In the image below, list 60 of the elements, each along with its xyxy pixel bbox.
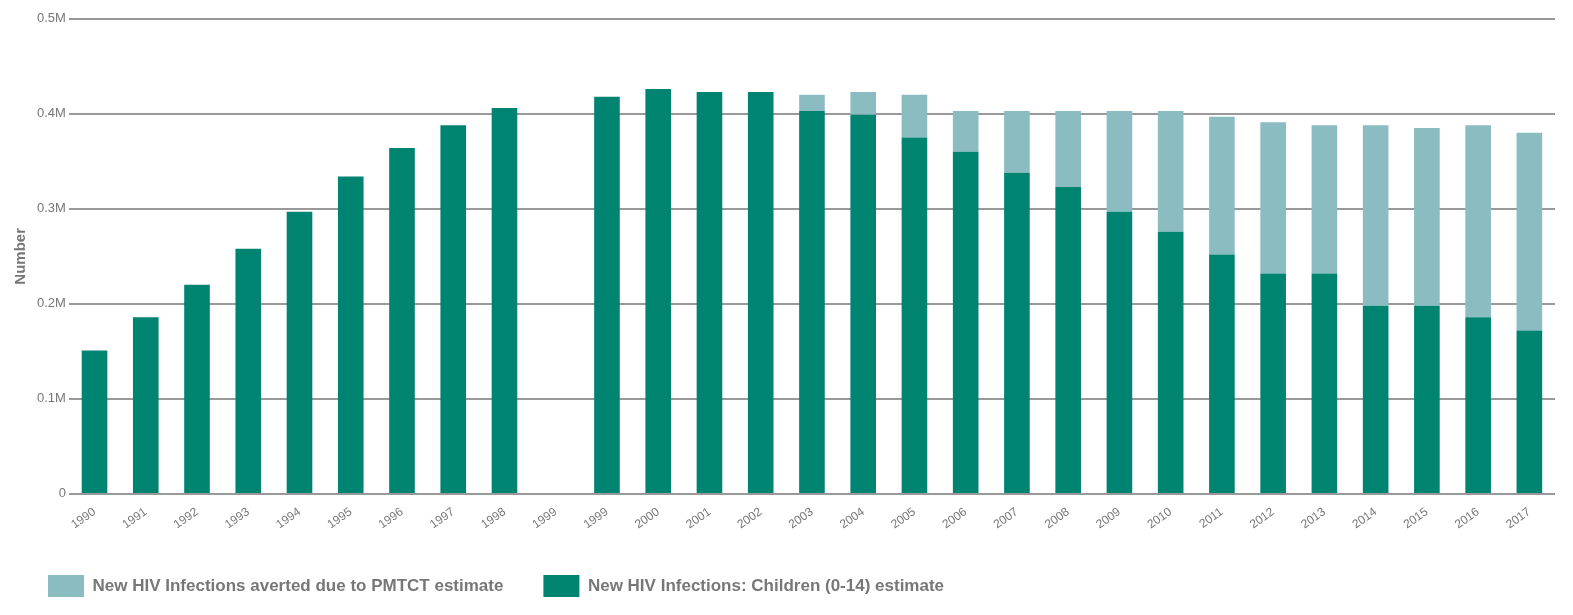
bar (1465, 125, 1491, 318)
bar (337, 176, 364, 493)
bar (799, 110, 825, 493)
bar (491, 108, 518, 493)
bar (1516, 330, 1543, 493)
bar (696, 91, 723, 493)
bar (1157, 231, 1184, 493)
bar (594, 96, 620, 493)
bar (1362, 305, 1389, 493)
bar (1055, 186, 1081, 493)
bar (1311, 273, 1338, 493)
legend-label: New HIV Infections averted due to PMTCT estimate (92, 575, 504, 595)
bar (1004, 110, 1030, 173)
bar (1260, 122, 1286, 274)
x-tick-label: 2001 (683, 504, 714, 532)
bar (81, 350, 108, 493)
y-tick-label: 0 (58, 485, 66, 501)
x-tick-label: 2009 (1093, 504, 1124, 532)
bar (901, 94, 928, 138)
y-axis-title: Number (11, 227, 29, 285)
bar (1260, 273, 1286, 493)
bar (850, 114, 877, 493)
bar (799, 94, 825, 111)
bar (1209, 116, 1235, 255)
bar (235, 248, 262, 493)
bar (440, 125, 467, 493)
y-tick-label: 0.3M (36, 200, 66, 216)
bar (850, 91, 877, 115)
legend-label: New HIV Infections: Children (0-14) estimate (587, 575, 945, 595)
bar (1004, 172, 1030, 493)
y-tick-label: 0.5M (36, 10, 66, 26)
bar (1055, 110, 1081, 187)
x-tick-label: 1999 (529, 504, 560, 532)
bar (1362, 125, 1389, 306)
x-tick-label: 1996 (375, 504, 406, 532)
bar (747, 91, 774, 493)
bar (1157, 110, 1184, 232)
bar (1414, 305, 1440, 493)
bar (1465, 317, 1491, 493)
bar (1311, 125, 1338, 274)
y-tick-label: 0.1M (36, 390, 66, 406)
bar (1414, 128, 1440, 306)
bar (901, 137, 928, 493)
bar (286, 211, 313, 493)
bar (1209, 254, 1235, 493)
y-tick-label: 0.2M (36, 295, 66, 311)
x-tick-label: 1990 (68, 504, 99, 532)
bar (645, 89, 672, 493)
bar (952, 151, 979, 493)
bar (389, 148, 415, 493)
bar (1106, 211, 1133, 493)
x-tick-label: 2011 (1196, 504, 1226, 531)
bar (1106, 110, 1133, 212)
bar (952, 110, 979, 152)
y-tick-label: 0.4M (36, 105, 66, 121)
bar (132, 317, 159, 493)
x-tick-label: 1999 (580, 504, 611, 532)
x-tick-label: 1991 (119, 504, 150, 532)
bar (1516, 132, 1543, 331)
bar (184, 284, 210, 493)
